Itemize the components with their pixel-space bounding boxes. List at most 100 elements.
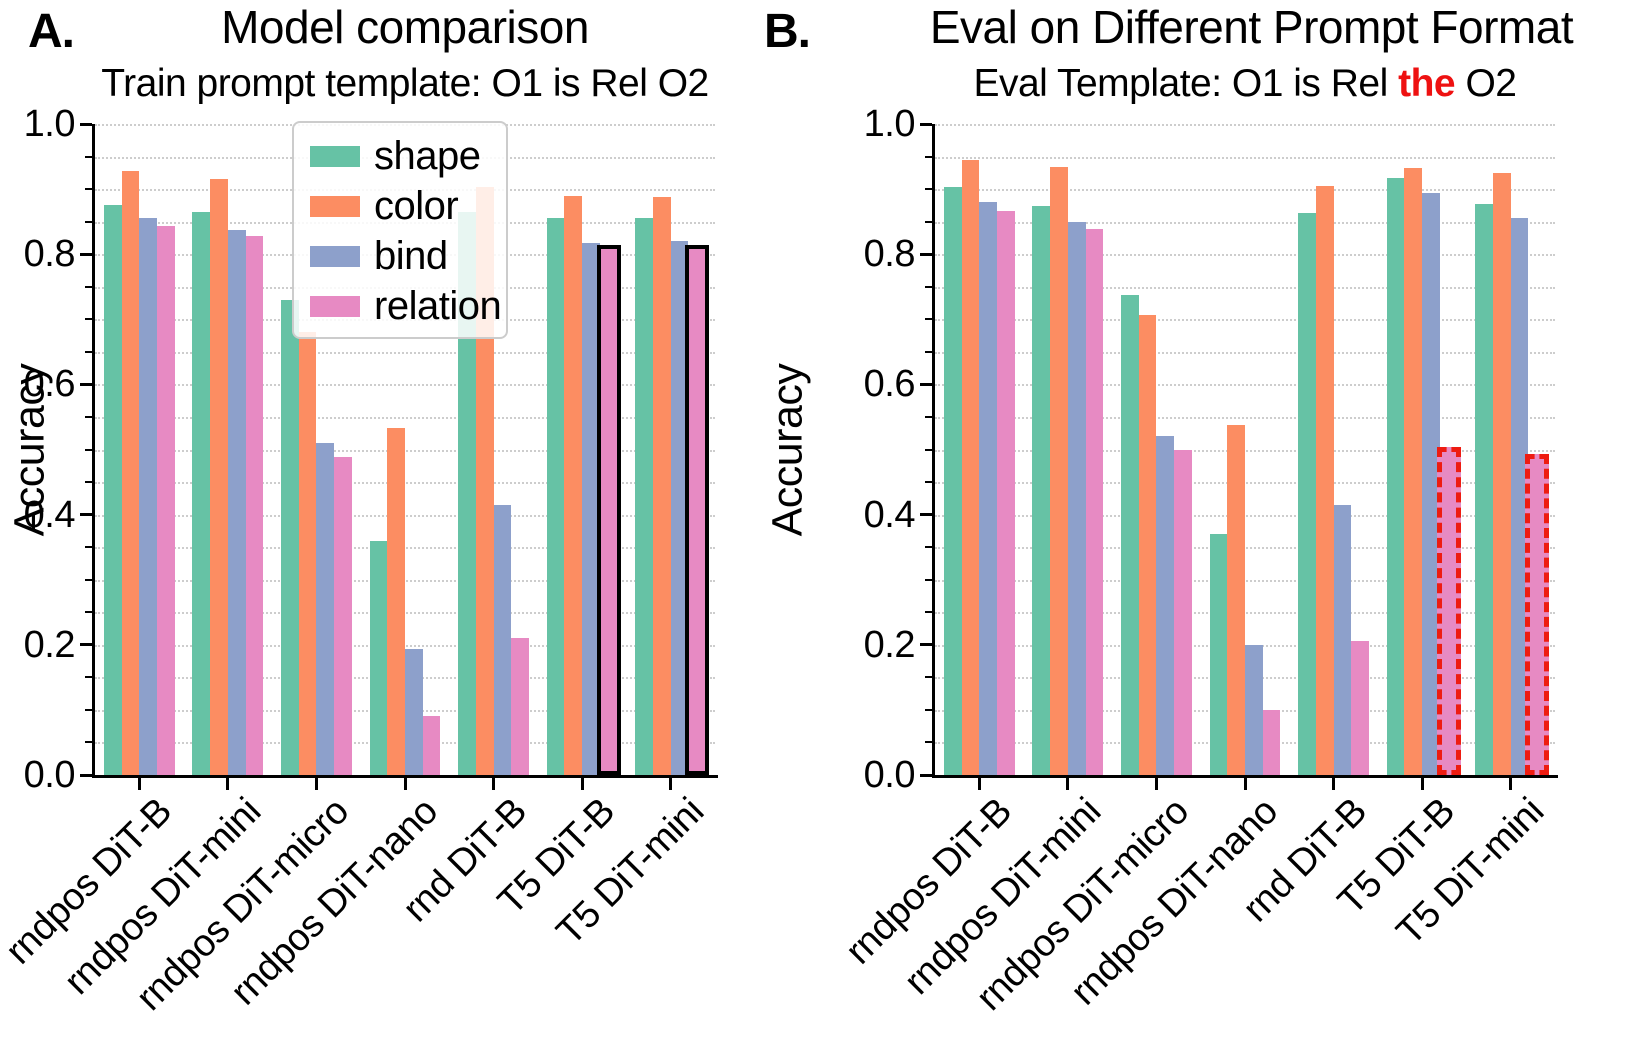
- y-tick-minor: [85, 285, 92, 288]
- bar-bind-t5-dit-b: [1422, 193, 1440, 775]
- legend-swatch-bind: [310, 245, 360, 267]
- panel-b-subtitle: Eval Template: O1 is Rel the O2: [935, 62, 1555, 106]
- gridline: [935, 351, 1555, 354]
- gridline: [95, 416, 715, 419]
- legend-item-relation: relation: [294, 281, 506, 331]
- x-tick: [1066, 778, 1070, 790]
- x-tick: [1509, 778, 1513, 790]
- y-tick-minor: [925, 155, 932, 158]
- y-tick-minor: [85, 546, 92, 549]
- bar-color-rnd-dit-b: [1315, 185, 1334, 775]
- legend-swatch-relation: [310, 295, 360, 317]
- panel-b-title: Eval on Different Prompt Format: [929, 1, 1574, 53]
- y-tick-minor: [925, 708, 932, 711]
- y-tick-minor: [85, 741, 92, 744]
- bar-relation-rnd-dit-b: [1351, 640, 1369, 775]
- legend-label-shape: shape: [374, 134, 481, 178]
- y-tick-minor: [85, 578, 92, 581]
- bar-shape-rnd-dit-b: [458, 211, 476, 775]
- bar-bind-rndpos-dit-mini: [227, 230, 246, 775]
- y-tick-major: [80, 513, 92, 517]
- y-tick-minor: [925, 350, 932, 353]
- gridline: [935, 124, 1555, 126]
- bar-bind-rndpos-dit-micro: [316, 443, 335, 775]
- bar-bind-rnd-dit-b: [493, 504, 512, 775]
- bar-bind-rndpos-dit-mini: [1067, 222, 1086, 775]
- bar-color-rndpos-dit-micro: [298, 332, 317, 775]
- gridline: [935, 286, 1555, 289]
- gridline: [95, 351, 715, 354]
- y-tick-minor: [925, 481, 932, 484]
- y-tick-major: [920, 382, 932, 386]
- y-tick-minor: [925, 220, 932, 223]
- panel-b-label: B.: [764, 5, 811, 58]
- bar-color-rndpos-dit-mini: [210, 179, 228, 775]
- y-tick-minor: [85, 708, 92, 711]
- bar-bind-rnd-dit-b: [1333, 504, 1352, 775]
- gridline: [935, 579, 1555, 582]
- x-tick: [403, 778, 407, 790]
- gridline: [935, 384, 1555, 387]
- y-axis-label: Accuracy: [763, 363, 812, 537]
- legend-swatch-color: [310, 195, 360, 217]
- bar-shape-t5-dit-b: [546, 217, 565, 775]
- y-tick-label: 0.6: [863, 363, 916, 406]
- gridline: [935, 416, 1555, 419]
- legend-label-relation: relation: [374, 284, 502, 328]
- y-tick-major: [80, 252, 92, 256]
- y-tick-label: 0.6: [23, 363, 76, 406]
- bar-relation-rndpos-dit-mini: [245, 235, 264, 775]
- bar-shape-t5-dit-mini: [1475, 204, 1493, 775]
- bar-shape-t5-dit-b: [1386, 178, 1405, 775]
- y-axis-spine: [932, 124, 935, 778]
- bar-shape-rndpos-dit-mini: [1032, 206, 1051, 775]
- y-tick-label: 0.8: [863, 233, 916, 276]
- bar-shape-rnd-dit-b: [1298, 213, 1316, 775]
- y-tick-minor: [925, 546, 932, 549]
- gridline: [935, 547, 1555, 550]
- bar-bind-rndpos-dit-nano: [405, 649, 423, 775]
- legend-label-bind: bind: [374, 234, 448, 278]
- y-tick-label: 0.8: [23, 233, 76, 276]
- bar-color-rndpos-dit-micro: [1138, 315, 1157, 775]
- y-tick-minor: [85, 188, 92, 191]
- bar-shape-rndpos-dit-micro: [281, 299, 299, 775]
- legend-label-color: color: [374, 184, 459, 228]
- bar-color-t5-dit-b: [564, 195, 583, 775]
- panel-a-title: Model comparison: [221, 1, 589, 53]
- bar-bind-rndpos-dit-b: [139, 217, 157, 775]
- bar-shape-t5-dit-mini: [635, 217, 653, 775]
- gridline: [95, 482, 715, 485]
- gridline: [935, 254, 1555, 257]
- y-tick-minor: [85, 676, 92, 679]
- bar-color-rndpos-dit-nano: [1227, 424, 1245, 775]
- x-axis-spine: [932, 775, 1558, 778]
- bar-shape-rndpos-dit-b: [943, 186, 962, 775]
- panel-a-label: A.: [28, 5, 75, 58]
- y-tick-minor: [85, 611, 92, 614]
- y-tick-minor: [85, 415, 92, 418]
- gridline: [95, 449, 715, 452]
- y-tick-minor: [85, 481, 92, 484]
- bar-bind-rndpos-dit-b: [979, 202, 997, 775]
- bar-relation-rndpos-dit-mini: [1085, 229, 1104, 775]
- x-tick: [977, 778, 981, 790]
- bar-color-rndpos-dit-nano: [387, 428, 405, 775]
- bar-bind-t5-dit-mini: [1510, 218, 1529, 775]
- subtitle-text: Eval Template: O1 is Rel: [973, 62, 1399, 105]
- gridline: [95, 384, 715, 387]
- gridline: [95, 514, 715, 517]
- y-tick-minor: [85, 318, 92, 321]
- y-tick-minor: [925, 741, 932, 744]
- legend-item-bind: bind: [294, 231, 506, 281]
- plot-area-a: 0.0 0.2 0.4 0.6 0.8 1.0 rndpos DiT-B rndpos DiT…: [0, 105, 718, 1019]
- bar-relation-t5-dit-mini: [1525, 454, 1550, 775]
- legend-swatch-shape: [310, 145, 360, 167]
- y-tick-label: 0.0: [863, 754, 916, 796]
- bar-relation-rndpos-dit-b: [997, 211, 1015, 775]
- y-tick-minor: [925, 578, 932, 581]
- y-tick-label: 0.2: [863, 623, 916, 666]
- bar-shape-rndpos-dit-b: [103, 205, 122, 775]
- y-tick-minor: [925, 676, 932, 679]
